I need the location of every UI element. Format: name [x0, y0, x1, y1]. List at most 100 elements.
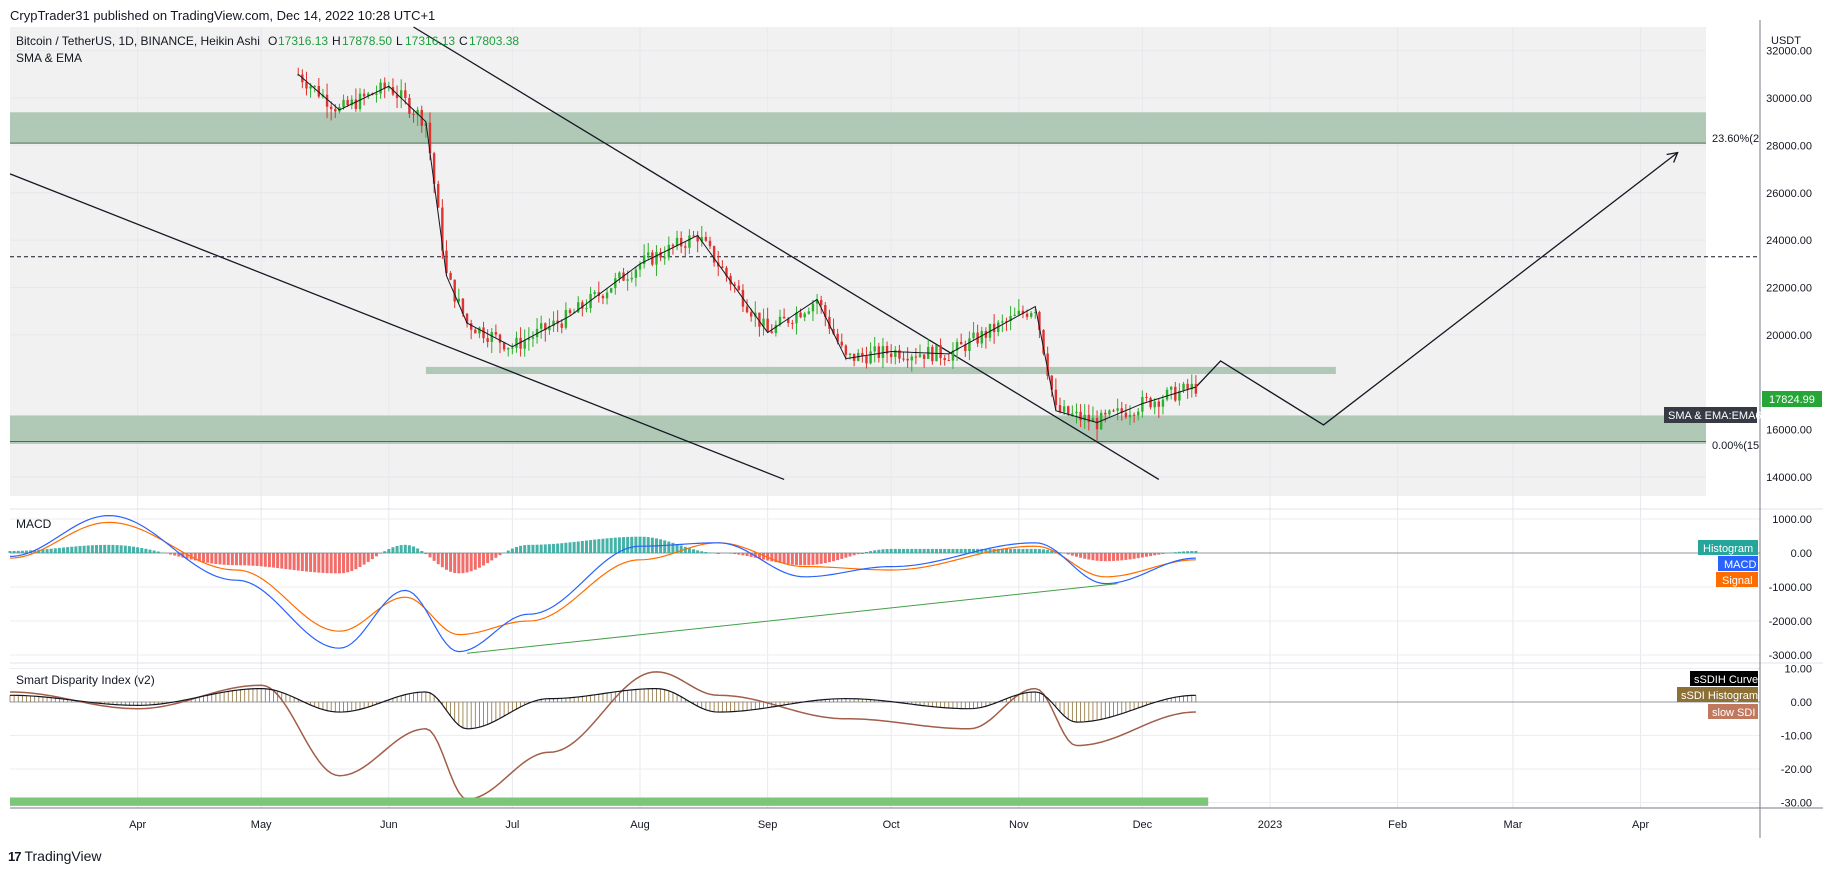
macd-tick-label: 1000.00 [1772, 514, 1812, 526]
candle-body [1013, 314, 1016, 316]
macd-histogram-bar [704, 552, 708, 553]
x-tick-label: Oct [883, 819, 900, 831]
price-tick-label: 22000.00 [1766, 283, 1812, 295]
candle-body [647, 252, 650, 256]
candle-body [552, 320, 555, 327]
macd-histogram-bar [1128, 553, 1132, 560]
candle-body [1009, 315, 1012, 322]
macd-histogram-bar [1149, 553, 1153, 557]
macd-histogram-bar [556, 543, 560, 553]
macd-histogram-bar [243, 553, 247, 566]
macd-histogram-bar [123, 545, 127, 553]
candle-body [828, 316, 831, 329]
candle-body [432, 153, 436, 184]
candle-body [737, 285, 741, 290]
macd-histogram-bar [304, 553, 308, 572]
candle-body [412, 113, 415, 115]
macd-histogram-bar [1099, 553, 1103, 562]
candle-body [898, 350, 901, 359]
macd-histogram-bar [259, 553, 263, 567]
macd-histogram-bar [99, 544, 103, 553]
candle-body [445, 250, 448, 274]
candle-body [614, 278, 617, 289]
macd-histogram-bar [127, 546, 131, 553]
macd-histogram-bar [486, 553, 490, 564]
candle-body [1021, 310, 1025, 314]
macd-histogram-bar [972, 548, 976, 553]
candle-body [618, 272, 621, 279]
divergence-line [467, 583, 1118, 654]
candle-body [642, 255, 646, 264]
candle-body [725, 267, 728, 277]
macd-histogram-bar [926, 548, 930, 553]
candle-body [482, 327, 485, 339]
macd-histogram-bar [893, 548, 897, 553]
price-tick-label: 24000.00 [1766, 235, 1812, 247]
macd-histogram-bar [864, 551, 868, 553]
candle-body [704, 236, 708, 241]
candle-body [721, 266, 724, 268]
candle-body [885, 346, 889, 354]
macd-histogram-bar [1058, 552, 1062, 553]
macd-histogram-bar [436, 553, 440, 565]
macd-histogram-bar [552, 543, 556, 553]
macd-histogram-bar [132, 546, 136, 553]
candle-body [1005, 321, 1008, 323]
macd-histogram-bar [152, 550, 156, 553]
macd-histogram-bar [498, 553, 502, 556]
ohlc-l-label: L [396, 34, 403, 48]
slow-sdi-line [9, 671, 1196, 800]
candle-body [832, 328, 835, 334]
candle-body [795, 312, 798, 324]
macd-histogram-bar [939, 548, 943, 553]
macd-histogram-bar [1087, 553, 1091, 560]
candle-body [1050, 375, 1053, 390]
macd-histogram-bar [33, 550, 37, 553]
macd-histogram-bar [473, 553, 477, 570]
candle-body [568, 310, 572, 314]
macd-histogram-bar [650, 537, 654, 553]
tradingview-brand[interactable]: 17 TradingView [8, 848, 102, 864]
sdi-title: Smart Disparity Index (v2) [16, 673, 155, 687]
macd-histogram-bar [1190, 551, 1194, 553]
candle-body [437, 183, 440, 208]
macd-histogram-bar [424, 553, 428, 555]
candle-body [474, 329, 477, 334]
candle-body [840, 341, 843, 346]
macd-histogram-bar [403, 544, 407, 553]
macd-histogram-bar [943, 548, 947, 553]
macd-histogram-bar [313, 553, 317, 573]
macd-histogram-bar [881, 549, 885, 553]
macd-histogram-bar [1046, 549, 1050, 553]
candles [297, 67, 1198, 441]
candle-body [1153, 401, 1156, 408]
price-tick-label: 16000.00 [1766, 425, 1812, 437]
macd-histogram-bar [959, 548, 963, 553]
candle-body [700, 236, 703, 242]
macd-tick-label: -2000.00 [1769, 616, 1812, 628]
macd-histogram-bar [449, 553, 453, 572]
macd-histogram-bar [597, 539, 601, 553]
candle-body [787, 318, 790, 323]
macd-histogram-bar [8, 550, 12, 553]
candle-body [511, 347, 514, 349]
macd-histogram-bar [514, 546, 518, 553]
sdi-tick-label: 10.00 [1784, 664, 1812, 676]
candle-body [865, 356, 868, 364]
macd-histogram-bar [803, 553, 807, 566]
macd-histogram-bar [922, 548, 926, 553]
macd-histogram-bar [1042, 549, 1046, 553]
macd-histogram-bar [564, 542, 568, 553]
candle-body [663, 257, 666, 259]
macd-histogram-bar [156, 551, 160, 553]
macd-histogram-bar [148, 549, 152, 553]
macd-histogram-bar [807, 553, 811, 566]
price-axis-ticks: 32000.00 30000.00 28000.00 26000.00 24000.00… [1766, 46, 1812, 810]
x-tick-label: Mar [1503, 819, 1522, 831]
macd-histogram-bar [41, 549, 45, 553]
macd-histogram-bar [626, 536, 630, 553]
candle-body [1079, 411, 1082, 421]
macd-histogram-bar [346, 553, 350, 573]
candle-body [1124, 412, 1128, 418]
